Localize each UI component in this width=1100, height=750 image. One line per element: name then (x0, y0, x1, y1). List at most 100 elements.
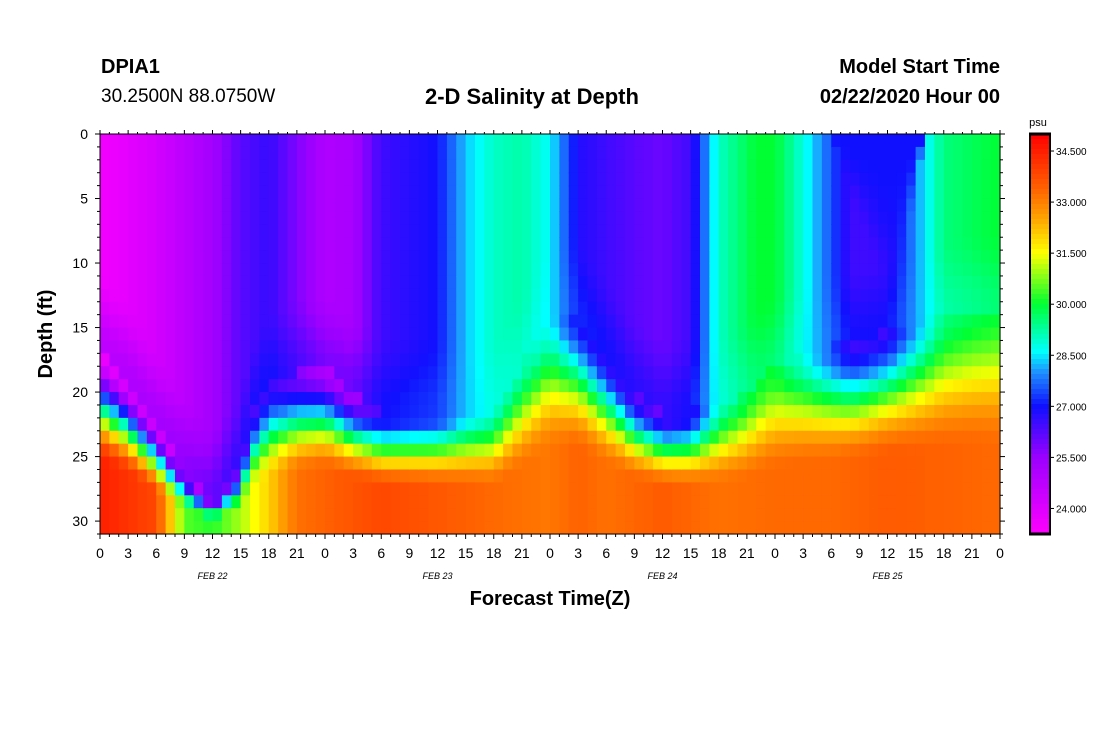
heatmap-cell (840, 146, 851, 161)
heatmap-cell (971, 237, 982, 251)
heatmap-cell (343, 430, 354, 445)
heatmap-cell (812, 482, 823, 496)
heatmap-cell (118, 430, 129, 445)
heatmap-cell (306, 172, 317, 187)
heatmap-cell (709, 314, 720, 329)
heatmap-cell (146, 250, 157, 264)
heatmap-cell (896, 224, 907, 238)
heatmap-cell (943, 198, 954, 213)
heatmap-cell (484, 327, 495, 342)
heatmap-cell (718, 456, 729, 471)
heatmap-cell (278, 469, 289, 483)
heatmap-cell (503, 185, 514, 200)
heatmap-cell (456, 366, 467, 380)
colorbar-swatch (1030, 264, 1050, 270)
heatmap-cell (484, 353, 495, 367)
heatmap-cell (746, 224, 757, 238)
heatmap-cell (156, 172, 167, 187)
heatmap-cell (615, 469, 626, 483)
heatmap-cell (268, 392, 279, 406)
heatmap-cell (484, 211, 495, 225)
heatmap-cell (859, 198, 870, 213)
heatmap-cell (550, 134, 560, 148)
heatmap-cell (325, 288, 335, 303)
heatmap-cell (709, 198, 720, 213)
heatmap-cell (606, 469, 617, 483)
heatmap-cell (175, 340, 185, 354)
heatmap-cell (634, 134, 645, 148)
heatmap-cell (521, 508, 532, 522)
heatmap-cell (456, 508, 467, 522)
heatmap-cell (568, 469, 579, 483)
heatmap-cell (850, 224, 860, 238)
heatmap-cell (503, 237, 514, 251)
heatmap-cell (175, 327, 185, 342)
heatmap-cell (446, 288, 457, 303)
heatmap-cell (381, 146, 392, 161)
heatmap-cell (559, 301, 570, 316)
heatmap-cell (953, 250, 964, 264)
heatmap-cell (840, 301, 851, 316)
x-tick-label: 12 (880, 545, 896, 561)
heatmap-cell (784, 482, 795, 496)
heatmap-cell (165, 340, 176, 354)
heatmap-cell (521, 482, 532, 496)
heatmap-cell (221, 417, 232, 432)
heatmap-cell (596, 263, 607, 277)
heatmap-cell (268, 288, 279, 303)
heatmap-cell (175, 469, 185, 483)
heatmap-cell (128, 288, 139, 303)
heatmap-cell (212, 404, 223, 419)
heatmap-cell (906, 146, 917, 161)
heatmap-cell (737, 301, 748, 316)
heatmap-cell (559, 521, 570, 535)
heatmap-cell (475, 146, 485, 161)
heatmap-cell (325, 172, 335, 187)
heatmap-cell (625, 198, 635, 213)
heatmap-cell (203, 198, 214, 213)
heatmap-cell (662, 211, 673, 225)
heatmap-cell (793, 250, 804, 264)
heatmap-cell (606, 211, 617, 225)
heatmap-cell (287, 443, 298, 458)
heatmap-cell (971, 224, 982, 238)
heatmap-cell (831, 250, 842, 264)
heatmap-cell (343, 417, 354, 432)
heatmap-cell (231, 443, 242, 458)
heatmap-cell (784, 340, 795, 354)
heatmap-cell (325, 159, 335, 174)
heatmap-cell (840, 263, 851, 277)
heatmap-cell (128, 172, 139, 187)
heatmap-cell (746, 288, 757, 303)
heatmap-cell (296, 159, 307, 174)
heatmap-cell (287, 417, 298, 432)
heatmap-cell (596, 211, 607, 225)
heatmap-cell (231, 353, 242, 367)
heatmap-cell (521, 134, 532, 148)
heatmap-cell (803, 146, 814, 161)
heatmap-cell (540, 224, 551, 238)
heatmap-cell (887, 340, 898, 354)
heatmap-cell (475, 314, 485, 329)
heatmap-cell (671, 508, 682, 522)
heatmap-cell (765, 185, 776, 200)
heatmap-cell (896, 495, 907, 509)
heatmap-cell (671, 392, 682, 406)
heatmap-cell (353, 146, 364, 161)
heatmap-cell (146, 495, 157, 509)
heatmap-cell (821, 185, 832, 200)
heatmap-cell (718, 159, 729, 174)
heatmap-cell (568, 301, 579, 316)
heatmap-cell (203, 159, 214, 174)
heatmap-cell (493, 263, 504, 277)
heatmap-cell (568, 482, 579, 496)
heatmap-cell (728, 327, 739, 342)
heatmap-cell (100, 392, 110, 406)
heatmap-cell (718, 366, 729, 380)
colorbar-unit: psu (1029, 117, 1047, 129)
heatmap-cell (615, 443, 626, 458)
colorbar-swatch (1030, 189, 1050, 195)
heatmap-cell (250, 134, 260, 148)
heatmap-cell (100, 443, 110, 458)
heatmap-cell (784, 495, 795, 509)
